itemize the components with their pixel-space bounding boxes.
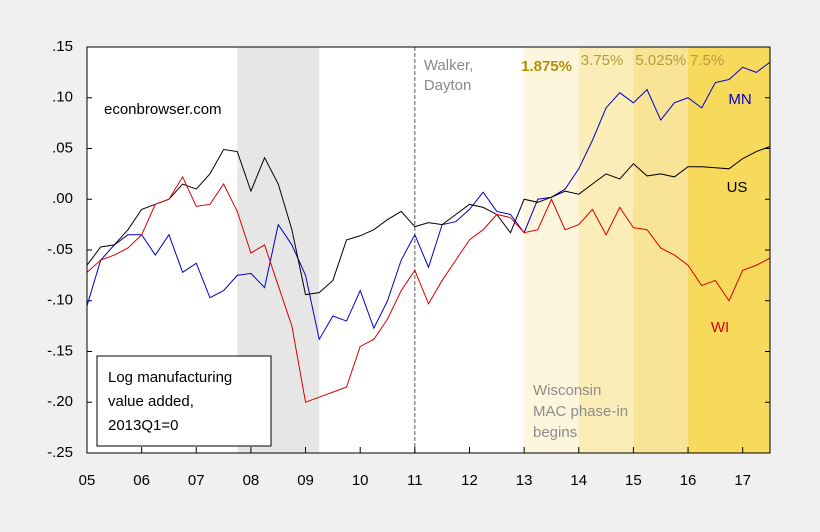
y-tick-label: .15: [52, 38, 73, 55]
event-label: Walker,: [424, 57, 473, 74]
x-tick-label: 08: [243, 472, 260, 489]
phase-label: 1.875%: [521, 58, 572, 75]
x-tick-label: 09: [297, 472, 314, 489]
x-tick-label: 11: [407, 472, 423, 489]
note-text: Log manufacturing: [108, 369, 232, 386]
y-tick-label: -.05: [47, 241, 73, 258]
note-text: 2013Q1=0: [108, 417, 178, 434]
y-tick-label: .05: [52, 139, 73, 156]
phase-label: 3.75%: [581, 52, 624, 69]
phase-band: [633, 47, 689, 453]
y-tick-label: -.20: [47, 393, 73, 410]
phase-band: [578, 47, 634, 453]
event-label: Dayton: [424, 77, 472, 94]
x-tick-label: 17: [734, 472, 751, 489]
source-label: econbrowser.com: [104, 101, 222, 118]
x-tick-label: 15: [625, 472, 642, 489]
series-line: [86, 61, 771, 341]
y-tick-label: .10: [52, 89, 73, 106]
series-line: [86, 146, 771, 296]
y-tick-label: -.25: [47, 444, 73, 461]
x-tick-label: 16: [680, 472, 697, 489]
y-tick-label: .00: [52, 190, 73, 207]
phase-label: 7.5%: [690, 52, 724, 69]
series-label: WI: [711, 319, 729, 336]
x-tick-label: 12: [461, 472, 478, 489]
note-text: value added,: [108, 393, 194, 410]
note-box: [96, 355, 272, 447]
x-tick-label: 10: [352, 472, 369, 489]
x-tick-label: 14: [570, 472, 587, 489]
y-tick-label: -.15: [47, 342, 73, 359]
phase-note: MAC phase-in: [533, 403, 628, 420]
x-tick-label: 05: [79, 472, 96, 489]
phase-band: [524, 47, 579, 453]
series-label: MN: [728, 91, 751, 108]
phase-band: [688, 47, 770, 453]
phase-label: 5.025%: [635, 52, 686, 69]
series-line: [86, 175, 771, 403]
x-tick-label: 13: [516, 472, 533, 489]
y-tick-label: -.10: [47, 292, 73, 309]
x-tick-label: 07: [188, 472, 205, 489]
plot-frame: [86, 46, 771, 454]
phase-note: Wisconsin: [533, 382, 601, 399]
series-label: US: [727, 179, 748, 196]
phase-note: begins: [533, 424, 577, 441]
x-tick-label: 06: [133, 472, 150, 489]
